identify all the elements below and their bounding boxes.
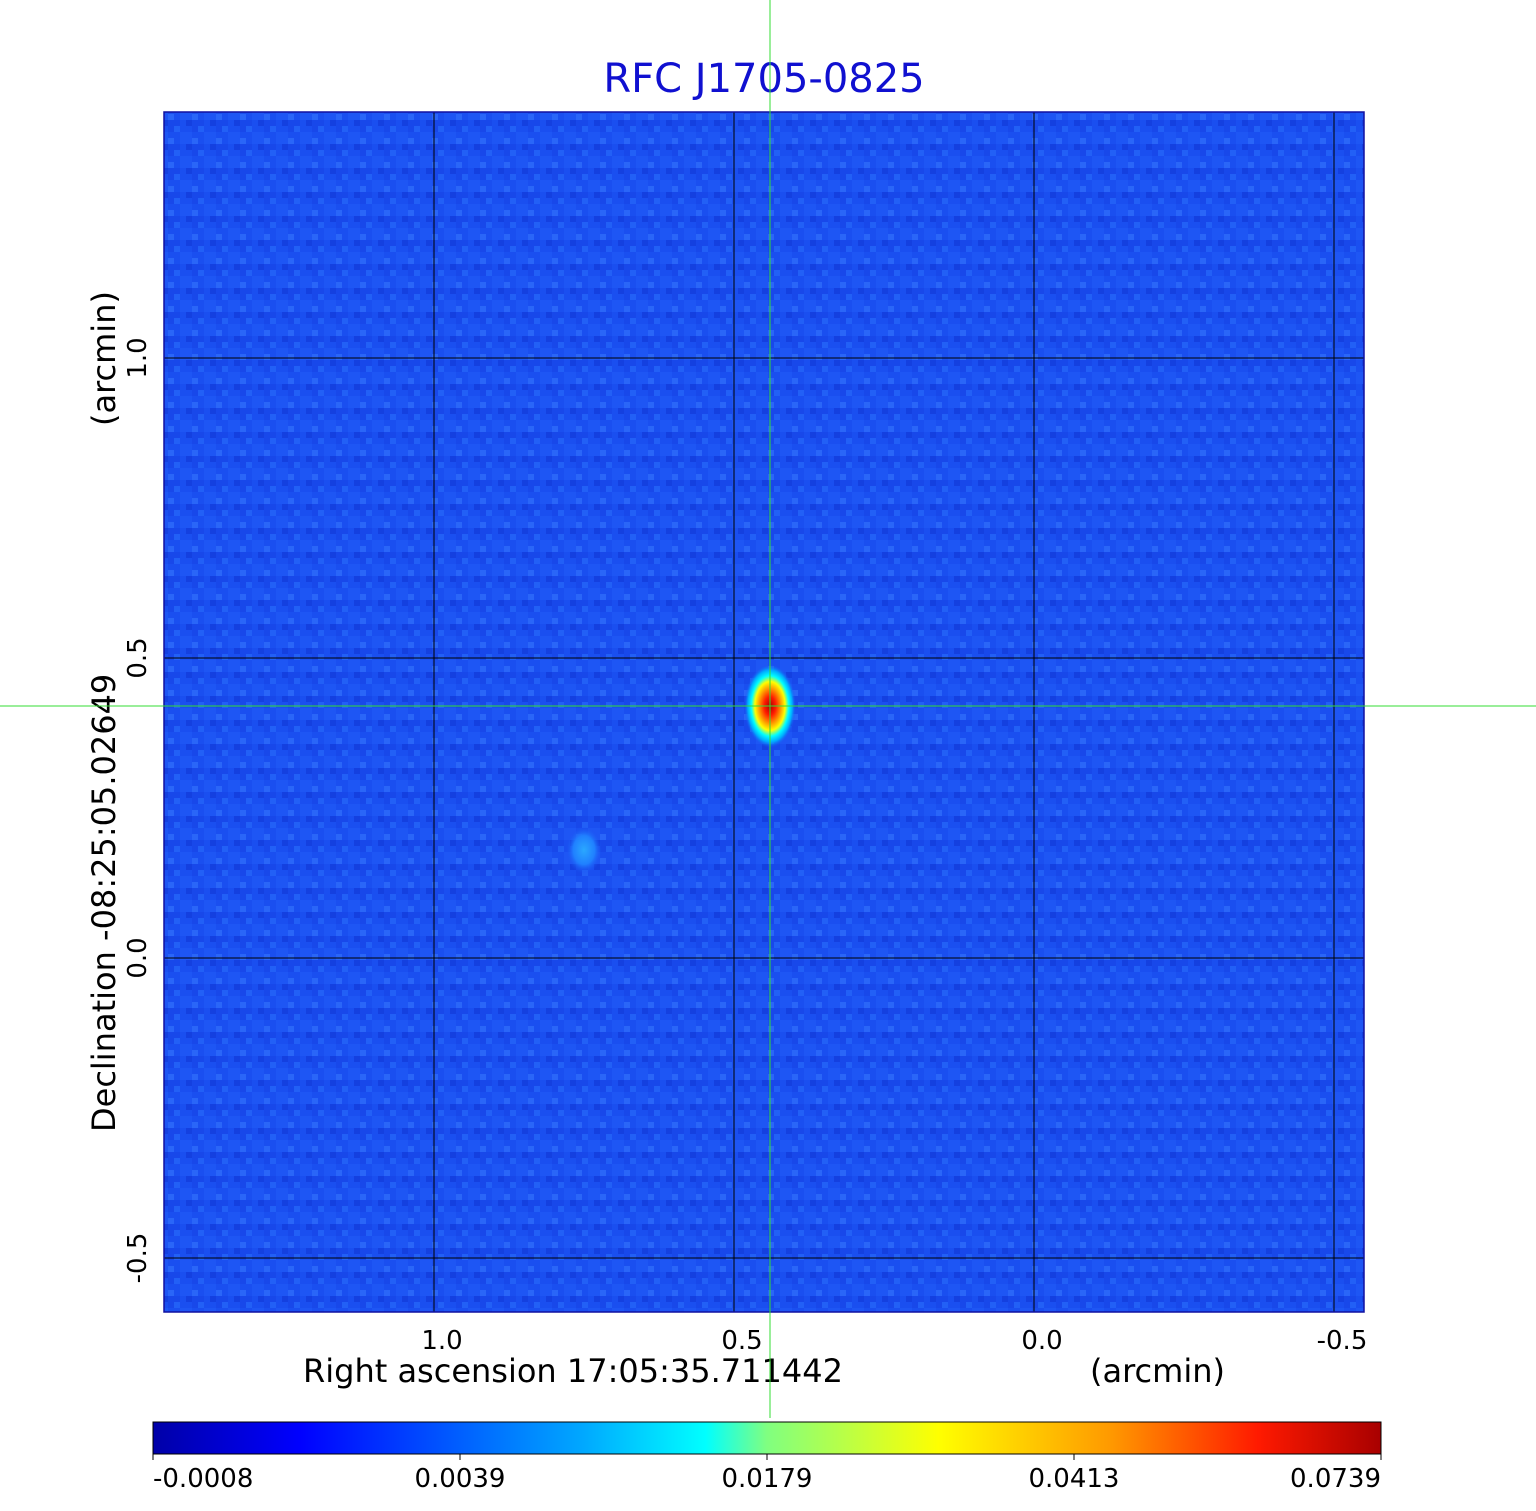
colorbar-tick-label: 0.0179 bbox=[722, 1464, 813, 1494]
colorbar-tick-labels: -0.0008 0.0039 0.0179 0.0413 0.0739 bbox=[152, 1454, 1382, 1494]
x-tick-label: -0.5 bbox=[1317, 1326, 1368, 1356]
x-tick-labels: 1.0 0.5 0.0 -0.5 bbox=[421, 1326, 1367, 1356]
colorbar bbox=[152, 1421, 1382, 1455]
x-tick-label: 0.5 bbox=[721, 1326, 762, 1356]
x-axis-unit: (arcmin) bbox=[1090, 1352, 1225, 1390]
plot-frame bbox=[163, 111, 1365, 1313]
colorbar-tick-label: 0.0739 bbox=[1290, 1464, 1381, 1494]
y-axis-unit: (arcmin) bbox=[85, 291, 123, 426]
y-tick-label: 1.0 bbox=[123, 337, 153, 378]
source-secondary bbox=[566, 826, 602, 874]
x-axis-label: Right ascension 17:05:35.711442 bbox=[303, 1352, 843, 1390]
chart-title: RFC J1705-0825 bbox=[603, 56, 924, 102]
x-tick-label: 0.0 bbox=[1021, 1326, 1062, 1356]
y-tick-labels: -0.5 0.0 0.5 1.0 bbox=[123, 337, 153, 1283]
y-tick-label: -0.5 bbox=[123, 1233, 153, 1284]
colorbar-tick-label: 0.0413 bbox=[1029, 1464, 1120, 1494]
y-tick-label: 0.5 bbox=[123, 637, 153, 678]
colorbar-tick-label: -0.0008 bbox=[153, 1464, 253, 1494]
grid-layer bbox=[164, 112, 1364, 1312]
y-tick-label: 0.0 bbox=[123, 937, 153, 978]
y-axis-label: Declination -08:25:05.02649 bbox=[85, 674, 123, 1132]
x-tick-label: 1.0 bbox=[421, 1326, 462, 1356]
colorbar-tick-label: 0.0039 bbox=[415, 1464, 506, 1494]
crosshair bbox=[0, 0, 1536, 1418]
